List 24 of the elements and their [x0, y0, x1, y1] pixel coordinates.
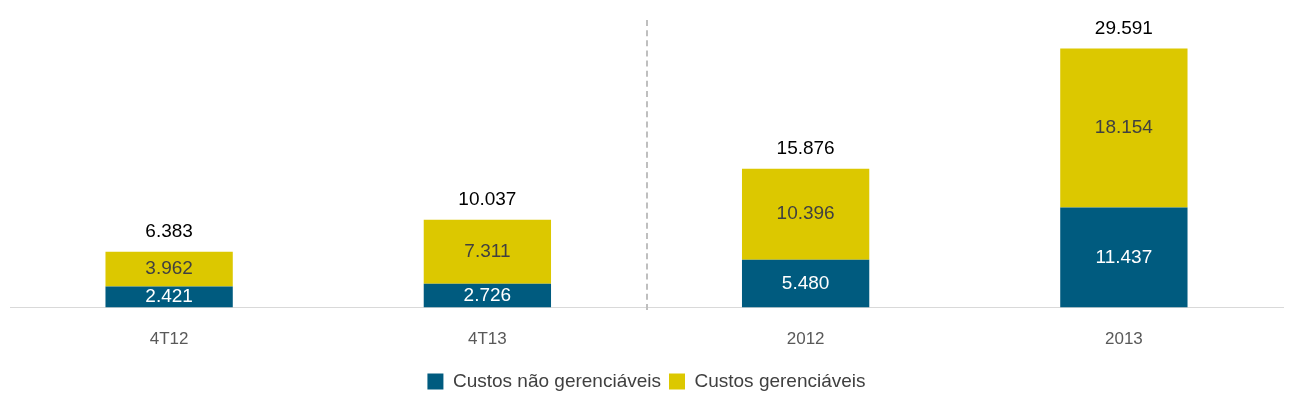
- x-tick-label: 4T13: [468, 329, 507, 349]
- data-label: 5.480: [781, 271, 830, 293]
- data-label: 7.311: [464, 239, 511, 261]
- bar: [741, 259, 870, 308]
- total-label: 29.591: [1094, 17, 1153, 39]
- data-label: 3.962: [145, 257, 193, 279]
- total-label: 6.383: [145, 220, 193, 242]
- bar: [1060, 207, 1188, 308]
- x-tick-label: 2013: [1104, 329, 1143, 349]
- bar: [423, 219, 552, 284]
- bar: [1060, 48, 1188, 208]
- x-tick-label: 4T12: [149, 329, 189, 349]
- legend-label: Custos gerenciáveis: [694, 369, 866, 391]
- x-tick-label: 2012: [786, 329, 825, 349]
- data-label: 18.154: [1094, 116, 1154, 138]
- legend-label: Custos não gerenciáveis: [452, 369, 661, 391]
- data-label: 11.437: [1095, 245, 1153, 267]
- data-label: 2.726: [463, 283, 512, 305]
- data-label: 2.421: [145, 285, 193, 307]
- bar: [105, 251, 233, 287]
- total-label: 10.037: [458, 188, 517, 210]
- data-label: 10.396: [776, 202, 835, 224]
- total-label: 15.876: [776, 137, 835, 159]
- bar: [741, 168, 870, 260]
